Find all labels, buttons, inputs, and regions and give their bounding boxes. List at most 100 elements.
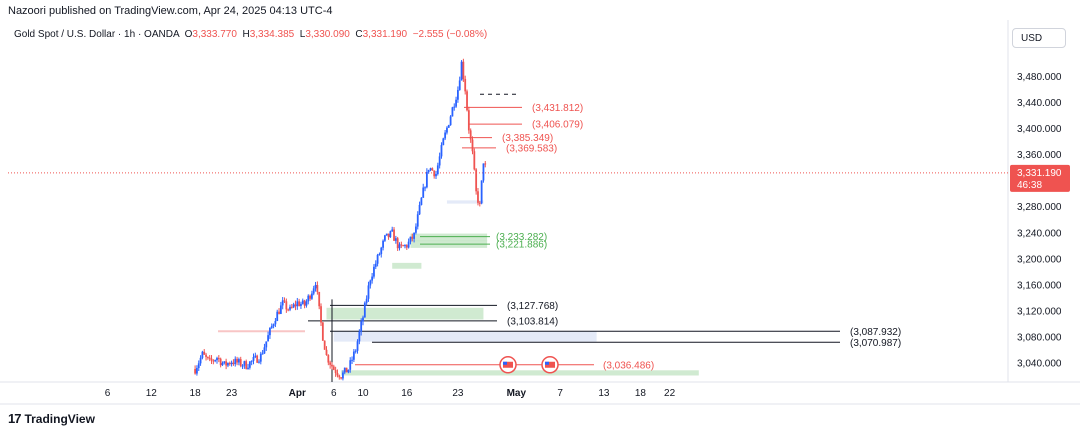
candle-body	[342, 372, 344, 379]
candle-body	[413, 232, 415, 239]
candle-body	[473, 151, 476, 170]
candle-body	[471, 139, 474, 152]
flag-canton	[503, 361, 507, 365]
candle-body	[270, 326, 273, 328]
support-label: (3,221.886)	[496, 240, 547, 251]
candle-body	[305, 301, 308, 306]
candle-body	[466, 91, 468, 111]
y-tick-label: 3,480.000	[1017, 72, 1062, 83]
candle-body	[320, 306, 322, 323]
price-axis: 3,040.000 3,080.000 3,120.000 3,160.000 3,20…	[1017, 72, 1062, 369]
demand-zone	[326, 307, 484, 320]
flag-stripes	[545, 361, 555, 368]
candle-body	[440, 145, 443, 157]
chart-zones	[326, 200, 699, 376]
candle-body	[400, 244, 403, 246]
candle-body	[194, 368, 196, 374]
candle-body	[203, 351, 206, 355]
candle-body	[352, 351, 355, 360]
demand-zone	[392, 262, 422, 269]
y-tick-label: 3,080.000	[1017, 332, 1062, 343]
imbalance-zone	[333, 331, 597, 342]
candle-body	[247, 367, 249, 369]
y-tick-label: 3,280.000	[1017, 202, 1062, 213]
candle-body	[458, 80, 461, 90]
candle-body	[446, 127, 448, 133]
candles	[194, 58, 487, 381]
candle-body	[234, 358, 237, 365]
chart-grid	[0, 20, 1080, 405]
candle-body	[278, 311, 280, 314]
candle-body	[429, 168, 432, 170]
candle-body	[236, 358, 238, 363]
candle-body	[216, 357, 218, 361]
x-tick-label: 12	[146, 388, 158, 399]
candle-body	[436, 165, 439, 174]
x-tick-label: 18	[635, 388, 647, 399]
close-value: 3,331.190	[362, 29, 408, 40]
candle-body	[380, 247, 383, 255]
candle-body	[451, 107, 454, 117]
candle-body	[382, 240, 384, 248]
brand-name: TradingView	[24, 411, 95, 426]
candle-body	[241, 365, 244, 367]
symbol-name: Gold Spot / U.S. Dollar · 1h · OANDA	[14, 29, 180, 40]
candle-body	[294, 304, 297, 307]
low-value: 3,330.090	[305, 29, 350, 40]
candle-body	[325, 349, 328, 356]
candle-body	[376, 254, 379, 264]
candle-body	[345, 367, 348, 373]
candle-body	[318, 291, 321, 307]
candle-body	[334, 369, 337, 374]
candle-body	[201, 351, 204, 358]
currency-button[interactable]: USD	[1012, 28, 1066, 48]
tradingview-brand[interactable]: 17 TradingView	[8, 411, 95, 426]
y-tick-label: 3,240.000	[1017, 228, 1062, 239]
y-tick-label: 3,360.000	[1017, 150, 1062, 161]
candle-body	[389, 231, 392, 238]
candle-body	[433, 170, 436, 177]
candle-body	[296, 301, 299, 307]
candle-body	[307, 295, 310, 302]
candle-body	[285, 301, 288, 310]
flag-canton	[545, 361, 549, 365]
candle-body	[478, 202, 481, 204]
candle-body	[365, 298, 368, 303]
x-tick-label: 10	[357, 388, 369, 399]
candle-body	[301, 300, 304, 304]
candle-body	[252, 357, 255, 361]
candle-body	[309, 295, 311, 299]
candle-body	[475, 169, 478, 192]
price-badge-value: 3,331.190	[1017, 168, 1062, 179]
candle-body	[425, 171, 428, 188]
open-label: O	[184, 29, 193, 40]
candle-body	[197, 363, 200, 369]
candle-body	[362, 317, 364, 322]
x-tick-label: 6	[331, 388, 337, 399]
candle-body	[467, 110, 470, 131]
y-tick-label: 3,200.000	[1017, 254, 1062, 265]
candle-body	[418, 204, 421, 215]
candle-body	[290, 306, 293, 308]
candle-body	[210, 358, 213, 361]
y-tick-label: 3,400.000	[1017, 124, 1062, 135]
candle-body	[243, 361, 246, 366]
candle-body	[261, 353, 264, 355]
y-tick-label: 3,440.000	[1017, 98, 1062, 109]
candle-body	[256, 355, 259, 363]
x-tick-label: 7	[557, 388, 563, 399]
candle-body	[316, 284, 319, 292]
tradingview-logo-icon: 17	[8, 411, 22, 426]
candle-body	[228, 362, 231, 365]
candle-body	[374, 263, 377, 267]
y-tick-label: 3,160.000	[1017, 280, 1062, 291]
candle-body	[385, 233, 388, 236]
candle-body	[311, 293, 313, 299]
candle-body	[462, 61, 465, 80]
candle-body	[245, 361, 248, 369]
x-tick-label: 6	[105, 388, 111, 399]
low-label: L	[299, 29, 306, 40]
candle-body	[347, 369, 350, 373]
candle-body	[205, 354, 207, 357]
